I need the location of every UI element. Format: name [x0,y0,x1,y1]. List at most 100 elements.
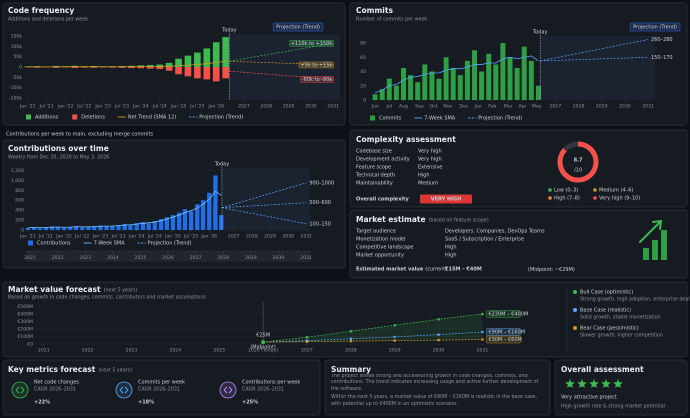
x-tick-label: May [532,104,542,110]
y-tick-label: 40 [360,69,366,75]
x-tick-label: Jan '25 [164,234,181,240]
x-tick-label: Jan '21 [19,234,36,240]
x-tick-label: 2029 [283,104,295,110]
bar [176,212,182,230]
y-tick-label: -150k [9,95,22,101]
y-tick-label: 20 [360,83,366,89]
bar [464,60,470,100]
row-label: Market opportunity [356,253,404,259]
x-tick-label: Jan '24 [132,104,149,110]
metric-icon-glyph [15,386,25,394]
row-label: Monetization model [356,237,405,243]
bar [33,67,41,68]
legend-label: Commits [379,116,402,122]
bar [203,67,211,80]
bar [86,227,91,230]
projection-label: 260–280 [651,37,673,43]
projection-button[interactable] [629,22,681,32]
range-label-box [486,310,521,318]
slider-tick-label: 2031 [300,255,312,261]
bar [222,37,229,67]
bar [68,226,73,230]
legend-label: 7-Week SMA [94,241,126,247]
projection-label: 150–170 [651,55,673,61]
projection-label-box [289,40,334,47]
legend-swatch [28,240,33,246]
projection-label: +5k to +15k [300,62,332,68]
legend-label: Deletions [81,115,105,121]
chart-title-note: (next 5 years) [104,288,138,294]
bar [472,50,478,100]
bar [194,52,201,67]
bar [429,71,435,100]
y-tick-label: 60 [360,55,366,61]
projection-line [540,39,649,62]
bar [486,53,492,100]
projection-label: -60k to -80k [302,77,332,83]
bar [158,219,164,230]
legend-label: 7-Week SMA [424,116,456,122]
scenario-point [349,339,353,343]
value-label: Estimated market value [356,267,424,273]
legend-label: Projection (Trend) [478,116,522,122]
panel-title: Market estimate [356,215,426,224]
x-tick-label: 2028 [573,104,585,110]
projection-line [221,202,307,209]
projection-label-box [298,61,334,69]
metric-value: +25% [242,400,258,406]
x-tick-label: 2028 [345,348,357,354]
x-tick-label: 2025 [213,348,225,354]
panel-title: Summary [331,365,371,374]
panel [2,359,321,416]
chart-subtitle: Number of commits per week [356,17,427,23]
scenario-point [393,339,397,342]
value-note: (current) [425,267,447,273]
legend-label: Additions [35,115,59,121]
row-label: Competitive landscape [356,245,413,251]
bar [92,226,97,230]
bar [507,57,513,100]
y-tick-label: 0 [363,98,366,104]
projection-button[interactable] [272,22,324,32]
bar [188,211,194,230]
today-label: Today [221,28,237,34]
bar [146,64,154,67]
x-tick-label: 2029 [264,234,276,240]
legend-dot [573,308,577,312]
scenario-point [481,312,484,316]
overall-badge [420,194,472,204]
row-label: Codebase size [356,149,392,155]
bar [49,226,55,230]
panel [349,209,688,279]
bar [195,204,200,230]
x-tick-label: 2031 [477,348,489,354]
range-label-box [486,328,521,336]
scenario-line [263,331,483,343]
row-value: Extensive [418,165,442,171]
legend-description: Slower growth, higher competition [580,333,663,339]
slider-tick-label: 2030 [273,255,285,261]
bar [37,228,42,230]
range-label-box [486,335,521,344]
x-tick-label: 2030 [619,104,631,110]
metric-icon [11,381,29,399]
projection-label: 500–600 [309,200,331,206]
slider-tick-label: 2029 [245,255,257,261]
overall-label: Overall complexity [356,197,410,203]
y-tick-label: 150k [11,34,23,40]
scenario-point [393,335,397,339]
bar [122,224,127,230]
bar [55,227,61,230]
scenario-point [349,329,353,333]
bar [457,75,463,100]
metric-value: +22% [34,400,50,406]
legend-dot [593,188,597,192]
projection-label: 100–150 [309,221,331,227]
y-tick-label: 800 [15,188,24,194]
metric-icon-glyph [223,386,233,394]
bar [194,67,201,79]
bar [372,94,378,100]
chart-title: Commits [356,6,393,15]
y-tick-label: €400M [17,312,33,318]
